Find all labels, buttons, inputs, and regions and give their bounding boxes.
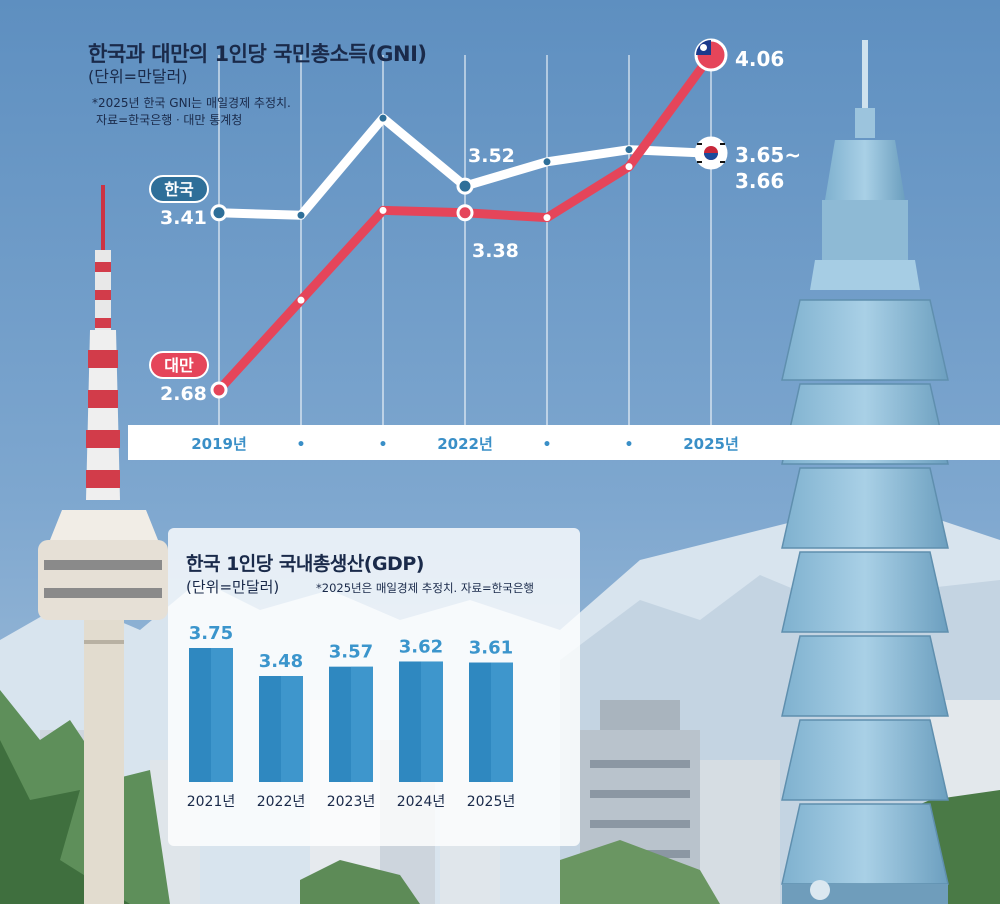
taiwan-flag-icon [694,38,728,72]
gni-x-tick-label: • [543,437,552,453]
korea-series-tag [149,175,209,203]
gni-point [625,146,633,154]
gni-x-tick-label: 2025년 [683,435,739,453]
gni-point [210,204,228,222]
korea-2025-value-label-line1: 3.65~ [735,143,801,167]
gni-point [625,163,633,171]
gni-source-note: *2025년 한국 GNI는 매일경제 추정치. 자료=한국은행ㆍ대만 통계청 [92,95,352,129]
korea-2022-value-label: 3.52 [468,145,515,167]
taiwan-2019-value-label: 2.68 [160,383,207,405]
gni-point [210,381,228,399]
korea-flag-icon [694,136,728,170]
gni-x-axis: 2019년 • • 2022년 • • 2025년 [191,435,739,453]
korea-2019-value-label: 3.41 [160,207,207,229]
gni-plot [210,50,716,399]
gni-x-tick-label: • [625,437,634,453]
taiwan-series-tag [149,351,209,379]
gni-x-tick-label: 2019년 [191,435,247,453]
gni-point [456,204,474,222]
gni-point [379,114,387,122]
gdp-chart-title: 한국 1인당 국내총생산(GDP) [186,553,424,575]
gni-note-line: *2025년 한국 GNI는 매일경제 추정치. [92,96,291,110]
gni-axis-band [128,425,1000,460]
gdp-source-note: *2025년은 매일경제 추정치. 자료=한국은행 [316,581,534,595]
gni-point [379,206,387,214]
korea-tag-label: 한국 [164,180,194,199]
gdp-unit-label: (단위=만달러) [186,578,280,596]
gni-point [297,211,305,219]
gni-point [543,214,551,222]
gni-x-tick-label: • [297,437,306,453]
korea-2025-value-label-line2: 3.66 [735,169,784,193]
taiwan-2025-value-label: 4.06 [735,47,784,71]
seoul-tower-illustration [38,185,168,904]
gni-x-tick-label: • [379,437,388,453]
gni-point [456,177,474,195]
taiwan-tag-label: 대만 [164,356,194,375]
gni-note-line: 자료=한국은행ㆍ대만 통계청 [96,113,243,127]
taipei-101-illustration [781,40,949,904]
gni-point [543,158,551,166]
gni-unit-label: (단위=만달러) [88,67,188,86]
gni-x-tick-label: 2022년 [437,435,493,453]
gni-point [297,296,305,304]
gni-chart-title: 한국과 대만의 1인당 국민총소득(GNI) [88,42,427,66]
taiwan-2022-value-label: 3.38 [472,240,519,262]
